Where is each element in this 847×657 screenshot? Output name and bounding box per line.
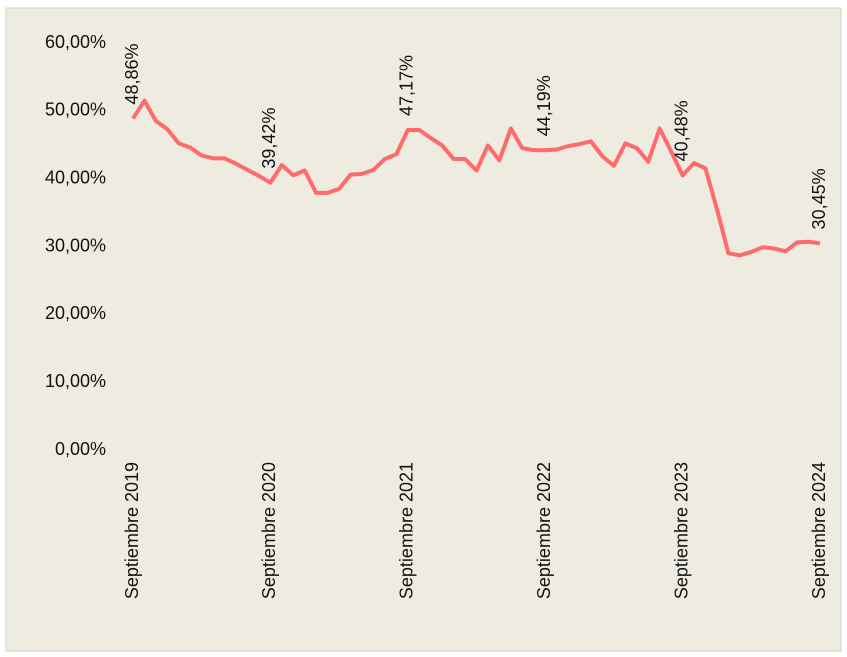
data-label: 39,42% [259, 108, 279, 169]
y-tick-label: 0,00% [55, 439, 106, 459]
x-tick-label: Septiembre 2023 [671, 462, 691, 599]
data-label: 48,86% [122, 44, 142, 105]
data-label: 44,19% [534, 75, 554, 136]
y-tick-label: 10,00% [45, 371, 106, 391]
x-tick-label: Septiembre 2021 [397, 462, 417, 599]
y-tick-label: 40,00% [45, 167, 106, 187]
line [131, 98, 821, 258]
y-tick-label: 60,00% [45, 32, 106, 52]
data-label: 47,17% [397, 55, 417, 116]
y-tick-label: 30,00% [45, 235, 106, 255]
y-tick-label: 50,00% [45, 100, 106, 120]
x-tick-label: Septiembre 2019 [122, 462, 142, 599]
x-tick-label: Septiembre 2020 [259, 462, 279, 599]
data-label: 30,45% [809, 168, 829, 229]
x-tick-label: Septiembre 2022 [534, 462, 554, 599]
y-tick-label: 20,00% [45, 303, 106, 323]
data-label: 40,48% [671, 100, 691, 161]
x-tick-label: Septiembre 2024 [809, 462, 829, 599]
chart-background [5, 7, 842, 652]
